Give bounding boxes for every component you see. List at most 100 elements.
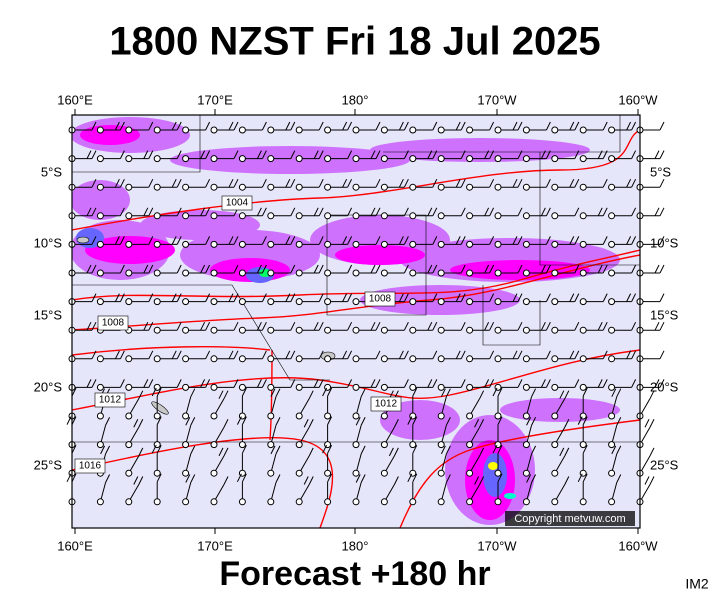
barb-station [267, 183, 275, 191]
barb-flag [290, 350, 296, 360]
barb-station [125, 183, 133, 191]
barb-flag [241, 473, 247, 483]
barb-station [96, 412, 104, 420]
barb-flag [631, 350, 637, 360]
barb-flag [233, 178, 239, 188]
barb-flag [233, 264, 239, 274]
barb-station [324, 412, 332, 420]
barb-station [522, 240, 530, 248]
barb-flag [148, 178, 154, 188]
barb-flag [370, 150, 376, 159]
barb-flag [228, 350, 234, 360]
barb-station [210, 269, 218, 277]
barb-flag [545, 293, 551, 302]
barb-flag [512, 293, 518, 302]
barb-flag [427, 321, 433, 331]
barb-flag [360, 445, 366, 455]
barb-flag [611, 388, 617, 397]
barb-flag [241, 416, 247, 425]
barb-flag [517, 150, 523, 159]
longitude-label: 170°E [197, 538, 233, 553]
barb-station [267, 126, 275, 134]
barb-flag [403, 350, 409, 360]
barb-station [522, 326, 530, 334]
barb-flag [403, 121, 409, 131]
barb-flag [489, 379, 495, 388]
barb-flag [236, 473, 242, 483]
barb-station [352, 298, 360, 306]
barb-station [182, 126, 190, 134]
barb-flag [455, 236, 461, 245]
barb-flag [602, 379, 608, 388]
barb-flag [375, 264, 381, 274]
barb-station [409, 498, 417, 506]
barb-flag [517, 264, 523, 274]
barb-station [551, 155, 559, 163]
title: 1800 NZST Fri 18 Jul 2025 [109, 20, 600, 64]
barb-flag [176, 321, 182, 331]
barb-flag [445, 388, 451, 397]
barb-flag [143, 264, 149, 274]
barb-station [210, 126, 218, 134]
barb-station [182, 212, 190, 220]
barb-flag [308, 390, 314, 399]
barb-station [153, 212, 161, 220]
barb-flag [185, 417, 191, 426]
barb-station [267, 212, 275, 220]
longitude-label: 170°E [197, 92, 233, 107]
barb-station [608, 155, 616, 163]
barb-flag [659, 178, 665, 188]
barb-station [409, 298, 417, 306]
barb-flag [148, 236, 154, 245]
barb-station [267, 498, 275, 506]
barb-flag [241, 387, 247, 397]
barb-flag [71, 416, 77, 425]
barb-flag [313, 321, 319, 331]
barb-flag [432, 178, 438, 188]
barb-station [494, 155, 502, 163]
barb-flag [375, 379, 381, 388]
barb-station [182, 183, 190, 191]
barb-flag [360, 417, 366, 426]
barb-station [437, 441, 445, 449]
barb-flag [432, 121, 438, 131]
barb-station [153, 412, 161, 420]
barb-station [295, 212, 303, 220]
barb-station [352, 269, 360, 277]
longitude-label: 160°W [618, 92, 658, 107]
barb-flag [375, 321, 381, 331]
barb-flag [313, 264, 319, 274]
latitude-label: 15°S [34, 307, 63, 322]
barb-flag [205, 178, 211, 188]
barb-flag [626, 293, 632, 302]
barb-flag [616, 474, 622, 483]
barb-flag [489, 236, 495, 245]
barb-station [96, 383, 104, 391]
wind-barbs [66, 121, 665, 506]
barb-flag [375, 350, 381, 360]
barb-flag [574, 207, 580, 217]
barb-flag [308, 419, 314, 428]
barb-station [210, 298, 218, 306]
barb-flag [526, 417, 532, 426]
barb-flag [631, 379, 637, 388]
barb-station [153, 298, 161, 306]
longitude-label: 180° [342, 538, 369, 553]
barb-flag [582, 387, 588, 397]
barb-flag [114, 350, 120, 360]
barb-flag [577, 473, 583, 483]
barb-station [125, 240, 133, 248]
barb-flag [148, 150, 154, 159]
barb-flag [432, 150, 438, 159]
barb-station [125, 412, 133, 420]
barb-flag [611, 445, 617, 455]
barb-flag [479, 390, 485, 399]
barb-station [494, 126, 502, 134]
barb-flag [574, 379, 580, 388]
barb-station [579, 269, 587, 277]
barb-station [608, 355, 616, 363]
barb-station [522, 126, 530, 134]
barb-flag [223, 390, 229, 399]
barb-flag [403, 150, 409, 159]
barb-station [380, 441, 388, 449]
